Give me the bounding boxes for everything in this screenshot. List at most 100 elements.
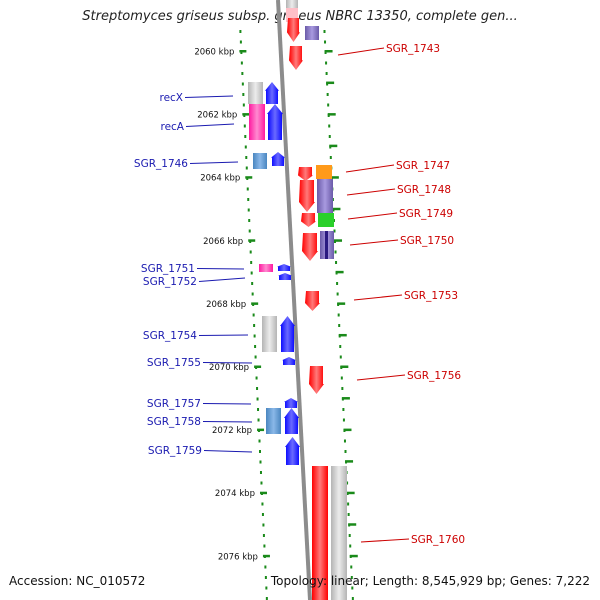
guide-dot (242, 103, 245, 107)
right-tick-mark (329, 144, 338, 148)
right-gene-label: SGR_1748 (397, 184, 451, 196)
guide-dot (324, 40, 327, 44)
left-gene-label: SGR_1746 (134, 158, 188, 170)
guide-dot (241, 72, 244, 75)
gene-reverse (301, 213, 316, 227)
axis-tick-mark (257, 428, 265, 432)
right-leader-line (349, 239, 399, 246)
right-gene-label: SGR_1750 (400, 235, 454, 247)
guide-dot (347, 513, 350, 516)
guide-dot (335, 261, 338, 264)
right-tick-mark (343, 428, 352, 432)
right-tick-mark (348, 523, 357, 526)
guide-dot (333, 229, 336, 233)
guide-dot (264, 576, 267, 579)
axis-tick-label: 2062 kbp (197, 111, 237, 121)
guide-dot (254, 345, 257, 348)
gene-reverse (299, 180, 315, 212)
guide-dot (244, 135, 247, 138)
guide-dot (245, 166, 248, 170)
gene-sgr1750-left (302, 233, 318, 261)
guide-dot (258, 439, 261, 443)
guide-dot (239, 40, 242, 44)
guide-dot (245, 156, 248, 159)
guide-dot (350, 565, 353, 569)
guide-dot (334, 250, 337, 254)
guide-dot (264, 565, 267, 569)
axis-tick-label: 2068 kbp (206, 300, 246, 310)
gene-reverse (287, 18, 300, 42)
guide-dot (242, 93, 245, 96)
right-leader-line (337, 47, 385, 56)
gene-small-forward (277, 264, 291, 271)
guide-dot (259, 450, 261, 453)
axis-tick-label: 2072 kbp (212, 426, 252, 436)
left-leader-line (185, 123, 235, 127)
axis-tick-label: 2064 kbp (200, 174, 240, 184)
right-gene-label: SGR_1753 (404, 290, 458, 302)
left-leader-line (189, 161, 239, 164)
axis-tick-mark (239, 50, 247, 53)
guide-dot (262, 534, 265, 537)
left-leader-line (202, 362, 253, 364)
guide-dot (253, 324, 256, 327)
guide-dot (341, 387, 344, 390)
guide-dot (263, 544, 266, 548)
right-tick-mark (345, 460, 354, 463)
guide-dot (327, 103, 330, 107)
left-gene-label: recA (160, 121, 184, 133)
guide-dot (251, 282, 254, 285)
axis-tick-mark (254, 365, 262, 368)
guide-dot (243, 124, 246, 128)
guide-dot (261, 502, 264, 506)
left-leader-line (198, 277, 246, 282)
gene-sgr1758 (284, 408, 299, 434)
gene-sgr1749 (318, 213, 334, 227)
right-tick-mark (327, 113, 336, 116)
guide-dot (261, 513, 264, 516)
guide-dot (254, 355, 257, 359)
guide-dot (325, 61, 328, 65)
gene-sgr1757 (284, 398, 298, 408)
right-tick-mark (330, 176, 339, 179)
axis-tick-mark (262, 554, 270, 558)
gene-sgr1756 (309, 366, 324, 394)
guide-dot (328, 124, 331, 128)
gene-sgr1746 (271, 152, 285, 166)
gene-sgr1750-stripe (325, 231, 328, 259)
right-tick-mark (332, 207, 341, 211)
gene-sgr1743 (289, 46, 303, 70)
left-leader-line (203, 450, 253, 453)
axis-tick-mark (242, 113, 250, 116)
genome-title: Streptomyces griseus subsp. griseus NBRC… (82, 9, 518, 24)
right-leader-line (360, 538, 410, 543)
guide-dot (349, 544, 352, 548)
guide-dot (259, 471, 262, 474)
axis-tick-label: 2066 kbp (203, 237, 243, 247)
guide-dot (250, 271, 253, 275)
gene-sgr1751 (259, 264, 273, 272)
guide-dot (351, 586, 354, 590)
right-tick-mark (326, 81, 335, 85)
guide-dot (250, 261, 253, 264)
gene-sgr1752 (278, 273, 292, 280)
right-tick-mark (340, 365, 349, 368)
genome-backbone (276, 0, 312, 600)
guide-dot (257, 418, 260, 422)
axis-tick-label: 2060 kbp (194, 48, 234, 58)
left-leader-line (198, 334, 249, 336)
right-gene-label: SGR_1743 (386, 43, 440, 55)
axis-tick-mark (248, 239, 256, 242)
guide-dot (347, 502, 350, 506)
guide-dot (323, 30, 326, 33)
guide-dot (350, 576, 353, 579)
guide-dot (342, 408, 345, 411)
left-gene-label: SGR_1758 (147, 416, 201, 428)
guide-dot (344, 450, 347, 453)
gene-sgr1755 (282, 357, 296, 365)
guide-dot (248, 229, 251, 233)
guide-dot (336, 282, 339, 285)
axis-tick-mark (245, 176, 253, 179)
left-gene-label: SGR_1754 (143, 330, 197, 342)
